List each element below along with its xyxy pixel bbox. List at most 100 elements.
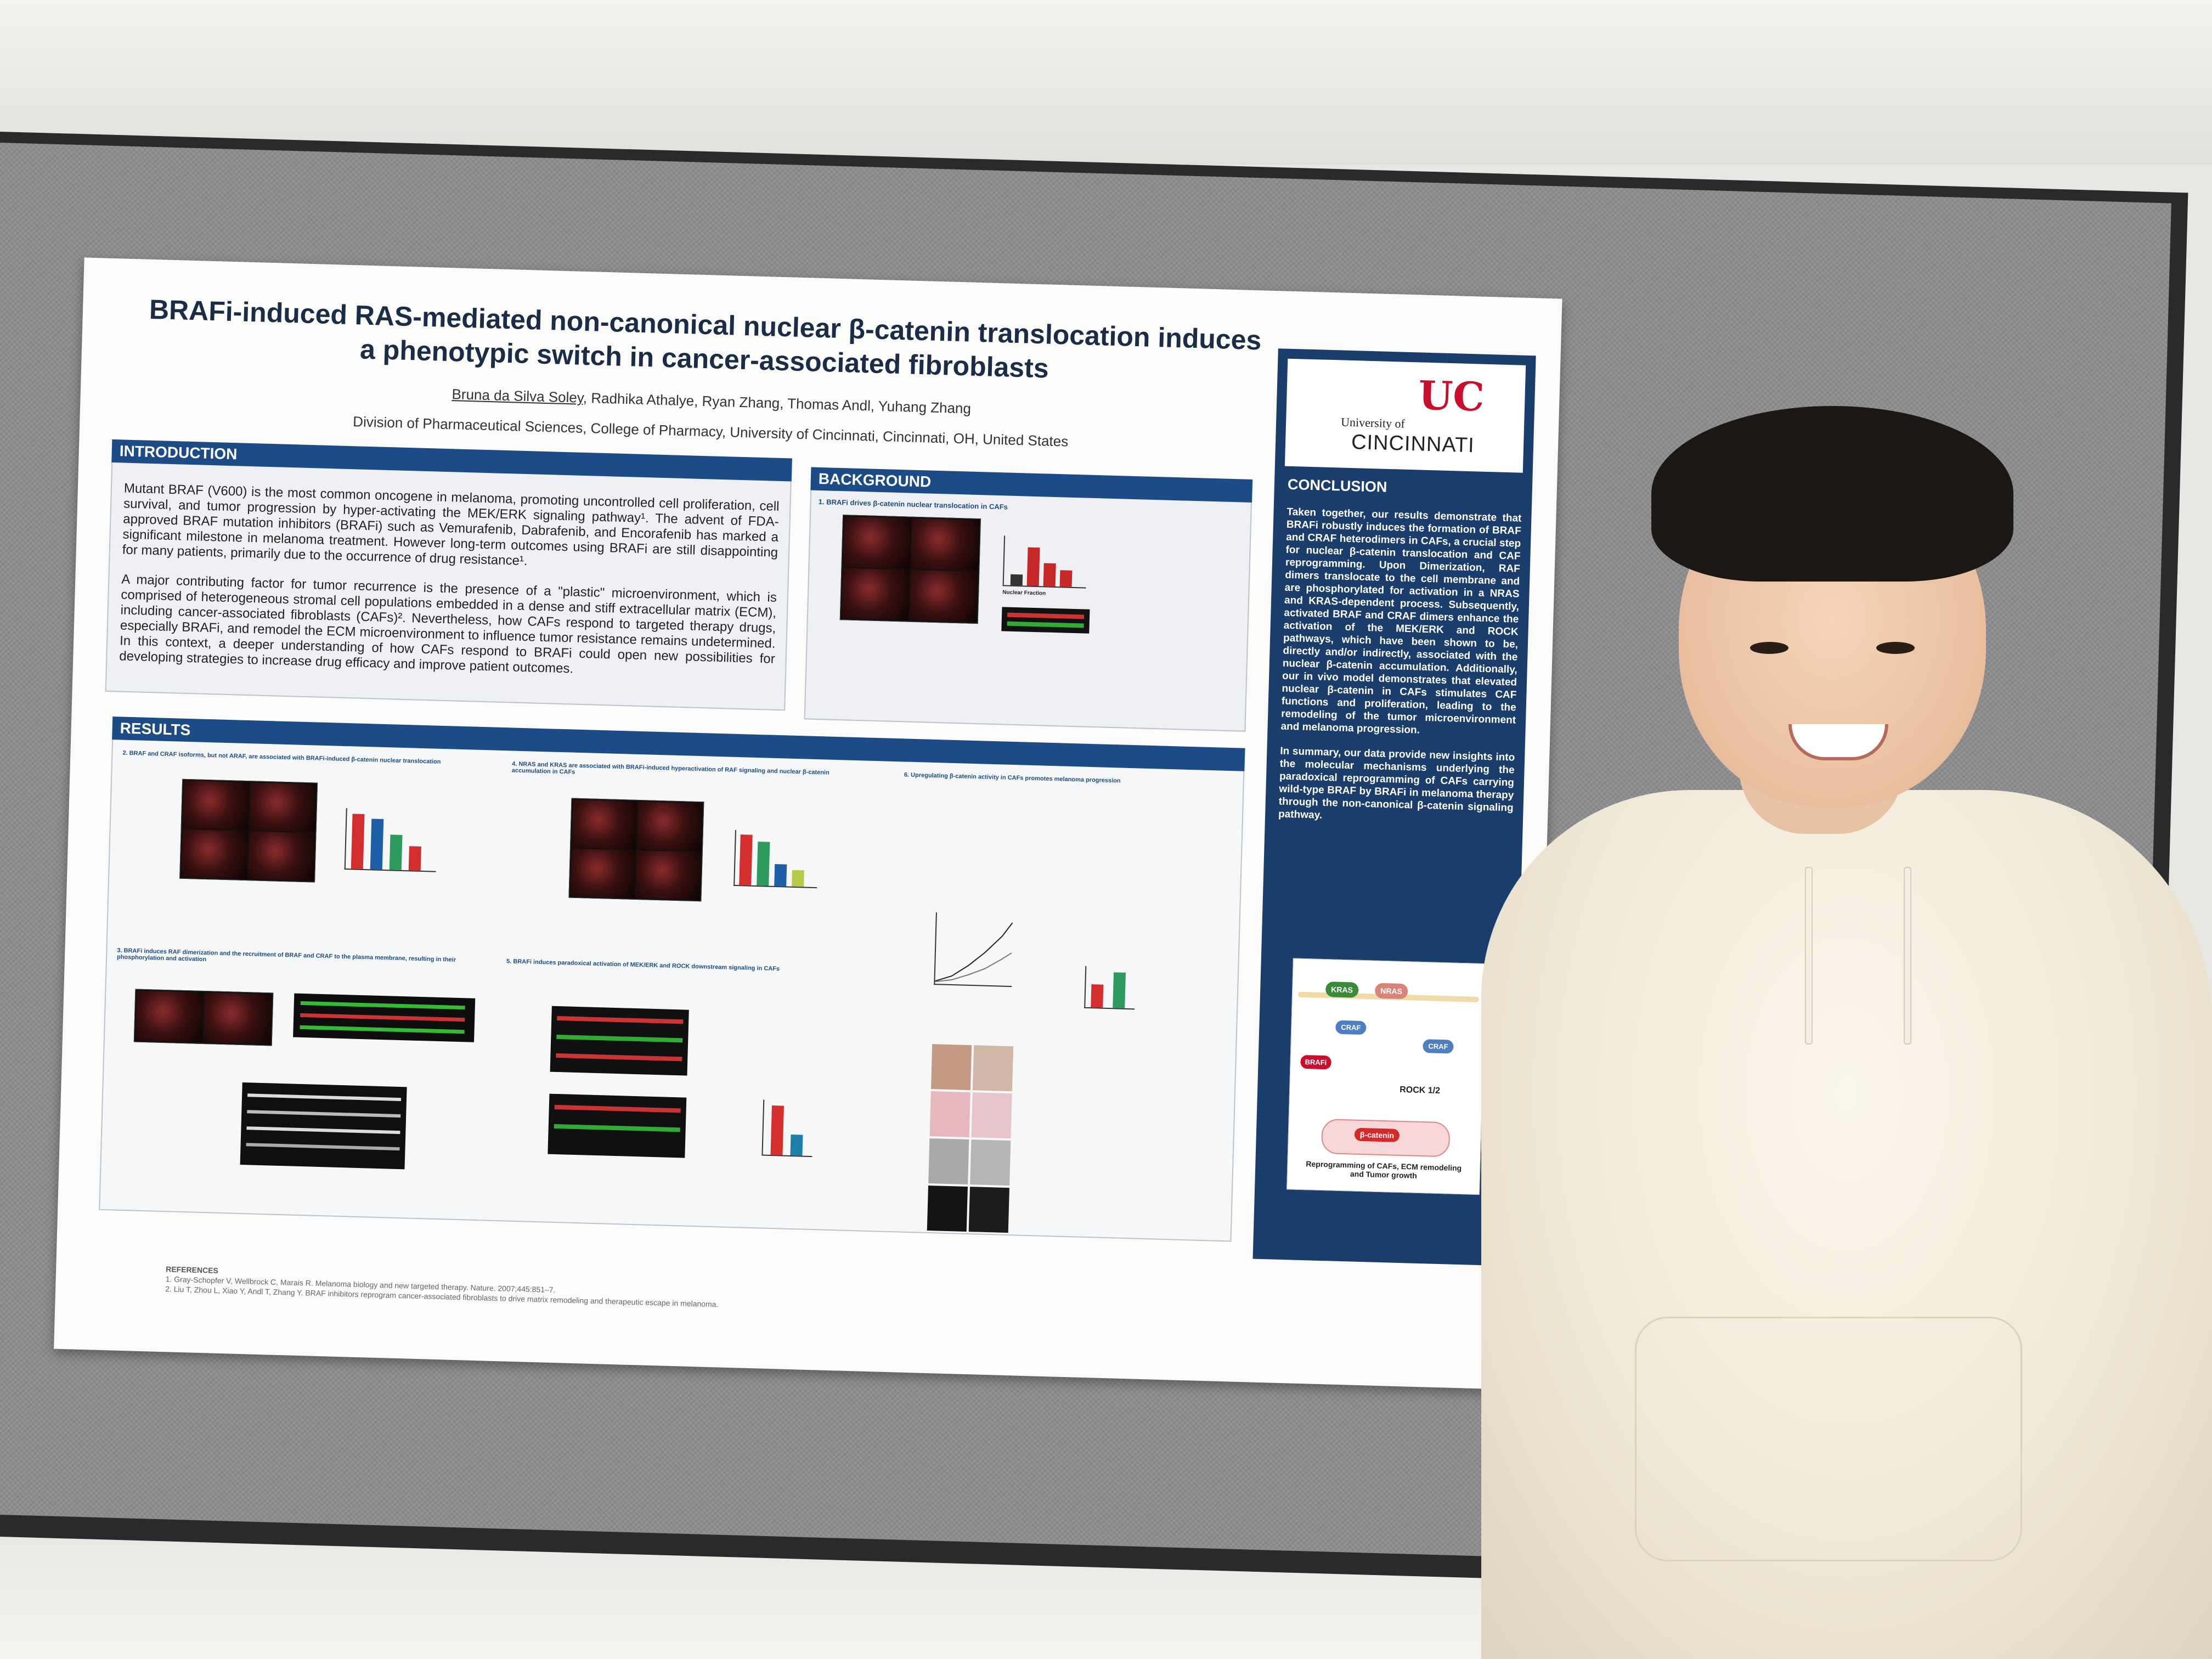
kras-node: KRAS xyxy=(1325,981,1359,998)
bar xyxy=(1059,570,1073,587)
figure-3-membrane-blot xyxy=(240,1082,407,1170)
micrograph xyxy=(570,848,636,898)
bar xyxy=(1113,972,1126,1008)
pathway-schematic: KRAS NRAS CRAF CRAF BRAFi ROCK 1/2 β-cat… xyxy=(1286,958,1486,1195)
hoodie-pocket xyxy=(1635,1317,2022,1561)
nras-node: NRAS xyxy=(1374,983,1408,1000)
bar xyxy=(370,819,384,870)
bar xyxy=(757,842,770,886)
other-authors: , Radhika Athalye, Ryan Zhang, Thomas An… xyxy=(583,389,972,417)
background-micrograph-panel xyxy=(839,515,981,624)
conclusion-paragraph-2: In summary, our data provide new insight… xyxy=(1278,745,1515,821)
micrograph xyxy=(203,992,272,1045)
uc-logo-small-text: University of xyxy=(1340,415,1406,431)
introduction-paragraph-2: A major contributing factor for tumor re… xyxy=(119,572,777,676)
blot-band xyxy=(556,1034,683,1043)
references: REFERENCES 1. Gray-Schopfer V, Wellbrock… xyxy=(165,1264,1427,1329)
micrograph xyxy=(182,780,250,831)
right-eye xyxy=(1876,642,1915,654)
poster-title: BRAFi-induced RAS-mediated non-canonical… xyxy=(149,294,1262,384)
bar xyxy=(792,870,804,887)
blot-band xyxy=(1007,621,1084,628)
smile xyxy=(1788,724,1888,760)
craf-node: CRAF xyxy=(1423,1039,1454,1054)
uc-logo-name: CINCINNATI xyxy=(1351,431,1475,458)
blot-band xyxy=(247,1093,402,1102)
hoodie-drawstring xyxy=(1904,867,1911,1045)
craf-node: CRAF xyxy=(1335,1020,1367,1035)
histology-tile xyxy=(930,1044,972,1091)
micrograph xyxy=(181,829,249,879)
conclusion-heading: CONCLUSION xyxy=(1287,476,1387,495)
brafi-node: BRAFi xyxy=(1300,1054,1331,1070)
micrograph xyxy=(571,799,637,849)
micrograph xyxy=(911,518,979,571)
beta-catenin-node: β-catenin xyxy=(1354,1127,1400,1142)
bar xyxy=(1026,547,1040,586)
lead-author: Bruna da Silva Soley xyxy=(452,386,584,406)
left-eye xyxy=(1750,642,1788,654)
micrograph xyxy=(841,568,910,620)
histology-tile xyxy=(971,1092,1012,1139)
figure-2-micrographs xyxy=(179,778,318,883)
hoodie xyxy=(1481,790,2212,1659)
tumor-growth-curve xyxy=(935,922,1013,983)
histology-tile xyxy=(927,1185,968,1232)
bar xyxy=(790,1134,803,1156)
bar xyxy=(351,814,365,870)
bar xyxy=(739,834,753,885)
blot-band xyxy=(300,1001,465,1010)
research-poster: BRAFi-induced RAS-mediated non-canonical… xyxy=(54,257,1562,1390)
poster-board-frame: BRAFi-induced RAS-mediated non-canonical… xyxy=(0,132,2188,1597)
micrograph xyxy=(135,990,204,1042)
figure-4-bar-chart xyxy=(733,830,819,889)
micrograph xyxy=(909,569,978,623)
bar xyxy=(774,864,787,887)
blot-band xyxy=(246,1126,400,1135)
blot-band xyxy=(300,1013,465,1022)
figure-3-micrographs xyxy=(133,989,274,1046)
histology-tile xyxy=(970,1139,1011,1186)
blot-band xyxy=(554,1104,681,1113)
poster-board: BRAFi-induced RAS-mediated non-canonical… xyxy=(0,142,2171,1575)
schematic-outcome: Reprogramming of CAFs, ECM remodeling an… xyxy=(1306,1159,1462,1180)
background-blot xyxy=(1001,607,1090,634)
wall xyxy=(0,0,2212,165)
blot-band xyxy=(300,1025,465,1034)
bar xyxy=(1010,574,1023,586)
bar xyxy=(1091,984,1104,1008)
histology-tile xyxy=(929,1091,970,1138)
uc-logo-mark: UC xyxy=(1418,371,1485,420)
bar xyxy=(389,834,403,870)
bar xyxy=(1043,563,1056,587)
histology-tile xyxy=(972,1045,1014,1092)
hoodie-drawstring xyxy=(1805,867,1813,1045)
background-bar-chart xyxy=(1002,535,1088,589)
figure-5-bar-chart xyxy=(761,1099,814,1158)
blot-band xyxy=(1007,612,1085,619)
introduction-text: Mutant BRAF (V600) is the most common on… xyxy=(119,481,780,697)
micrograph xyxy=(248,831,315,881)
micrograph xyxy=(249,782,317,832)
hair xyxy=(1651,406,2013,582)
figure-6-bar-chart xyxy=(1084,966,1136,1010)
micrograph xyxy=(635,850,701,900)
figure-2-bar-chart xyxy=(344,808,438,872)
figure-5-blot-2 xyxy=(548,1093,687,1158)
figure-3-blot xyxy=(293,993,476,1042)
blot-band xyxy=(247,1110,401,1118)
figure-4-micrographs xyxy=(568,798,704,902)
histology-tile xyxy=(968,1187,1009,1233)
figure-6-line-chart xyxy=(934,912,1014,988)
background-figure-label: Nuclear Fraction xyxy=(1002,589,1046,597)
presenter xyxy=(1481,395,2212,1659)
micrograph xyxy=(843,516,911,569)
blot-band xyxy=(246,1143,400,1151)
figure-6-histology xyxy=(927,1044,1014,1233)
blot-band xyxy=(557,1015,684,1024)
figure-5-blot-1 xyxy=(550,1006,689,1076)
blot-band xyxy=(554,1124,680,1132)
bar xyxy=(408,846,421,871)
micrograph xyxy=(636,801,703,851)
histology-tile xyxy=(928,1138,969,1185)
